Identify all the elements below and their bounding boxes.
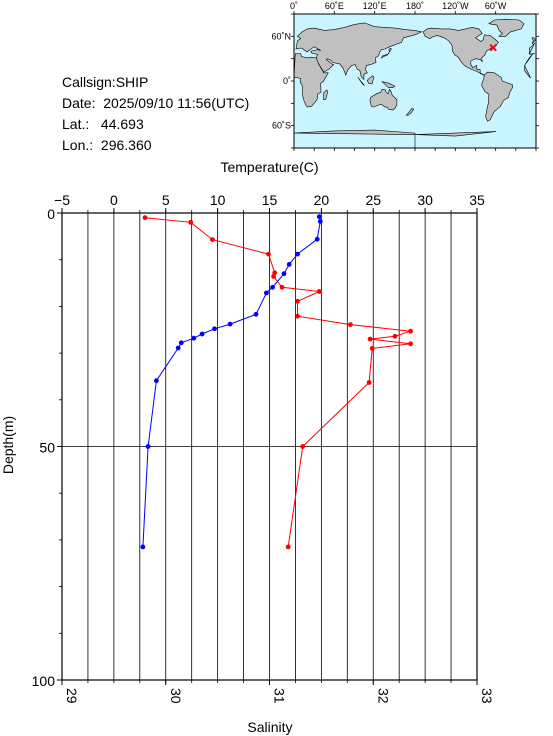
salinity-point	[191, 335, 197, 341]
station-marker-b	[489, 44, 497, 52]
map-top-label: 120˚W	[442, 1, 469, 11]
salinity-point	[178, 340, 184, 346]
salinity-point	[286, 262, 292, 267]
salinity-point	[270, 284, 275, 290]
salinity-tick-label: 32	[375, 688, 391, 704]
salinity-point	[316, 214, 322, 220]
map-land-3	[369, 88, 398, 111]
salinity-point	[253, 311, 259, 317]
salinity-point	[212, 326, 217, 332]
depth-tick-label: 100	[32, 673, 56, 689]
temperature-point	[210, 237, 215, 243]
temperature-tick-label: −5	[54, 192, 70, 208]
salinity-point	[145, 444, 151, 449]
temperature-point	[316, 289, 322, 294]
map-top-label: 60˚W	[485, 1, 507, 11]
temperature-point	[367, 336, 373, 342]
temperature-point	[295, 313, 300, 319]
map-land-1	[293, 53, 329, 108]
map-land-7	[293, 129, 416, 148]
temperature-tick-label: 0	[110, 192, 118, 208]
salinity-point	[140, 544, 146, 550]
salinity-point	[199, 331, 205, 337]
temperature-tick-label: 35	[469, 192, 485, 208]
map-land-11	[380, 47, 392, 59]
temperature-tick-label: 25	[365, 192, 381, 208]
station-info: Callsign:SHIP Date: 2025/09/10 11:56(UTC…	[62, 72, 249, 156]
map-land-13	[405, 108, 415, 116]
longitude-text: Lon.: 296.360	[62, 137, 152, 153]
salinity-tick-label: 31	[272, 688, 288, 704]
temperature-point	[188, 219, 194, 225]
temperature-point	[272, 270, 278, 276]
temperature-point	[392, 333, 398, 339]
salinity-profile-line	[142, 216, 321, 547]
map-land-0	[529, 42, 535, 55]
map-top-label: 120˚E	[363, 1, 387, 11]
map-land-1	[524, 54, 533, 66]
temperature-point	[348, 322, 353, 327]
map-land-2	[323, 89, 328, 100]
map-land-0	[295, 22, 423, 81]
date-text: Date: 2025/09/10 11:56(UTC)	[62, 95, 250, 111]
temperature-axis-title: Temperature(C)	[220, 159, 318, 175]
salinity-tick-label: 33	[479, 688, 495, 704]
salinity-point	[281, 271, 287, 277]
map-frame: 0˚ 60˚E 120˚E 180˚ 120˚W 60˚W 60˚N 0˚ 60˚S	[271, 1, 539, 151]
temperature-point	[266, 251, 271, 257]
chart-series	[140, 214, 413, 550]
temperature-point	[142, 215, 148, 221]
map-top-label: 180˚	[406, 1, 424, 11]
temperature-tick-label: 15	[262, 192, 278, 208]
temperature-point	[369, 346, 375, 351]
map-land-8	[357, 77, 365, 86]
salinity-point	[175, 345, 181, 351]
temperature-point	[408, 341, 413, 347]
map-left-label: 60˚S	[272, 121, 291, 131]
temperature-point	[279, 284, 285, 290]
map-top-label: 60˚E	[325, 1, 344, 11]
salinity-point	[227, 321, 233, 327]
depth-axis-title: Depth(m)	[0, 416, 16, 474]
chart-grid	[61, 212, 478, 681]
temperature-tick-label: 10	[210, 192, 226, 208]
salinity-point	[295, 251, 300, 257]
latitude-text: Lat.: 44.693	[62, 116, 144, 132]
map-land-7	[414, 131, 496, 137]
map-land-1	[524, 65, 531, 79]
temperature-point	[300, 444, 306, 449]
temperature-point	[271, 274, 276, 279]
salinity-tick-label: 29	[64, 688, 80, 704]
salinity-tick-label: 30	[168, 688, 184, 704]
map-land-0	[529, 53, 535, 55]
temperature-point	[408, 328, 413, 334]
map-landmasses	[293, 18, 536, 148]
map-land-10	[381, 81, 396, 88]
map-land-9	[366, 75, 375, 85]
map-left-label: 60˚N	[271, 31, 291, 41]
map-land-12	[531, 37, 536, 44]
map-top-label: 0˚	[290, 1, 298, 11]
temperature-tick-label: 30	[417, 192, 433, 208]
temperature-point	[366, 380, 372, 385]
temperature-point	[285, 544, 291, 550]
map-land-5	[488, 18, 525, 37]
map-left-label: 0˚	[283, 76, 291, 86]
map-land-4	[422, 27, 499, 75]
salinity-axis-title: Salinity	[247, 719, 292, 735]
callsign-text: Callsign:SHIP	[62, 74, 149, 90]
temperature-tick-label: 5	[162, 192, 170, 208]
depth-tick-label: 0	[47, 206, 55, 222]
salinity-point	[317, 219, 323, 224]
salinity-point	[154, 378, 159, 384]
depth-tick-label: 50	[39, 440, 55, 456]
map-land-6	[481, 71, 513, 122]
temperature-tick-label: 20	[314, 192, 330, 208]
salinity-point	[264, 290, 269, 296]
temperature-point	[295, 298, 300, 304]
salinity-point	[314, 236, 320, 242]
